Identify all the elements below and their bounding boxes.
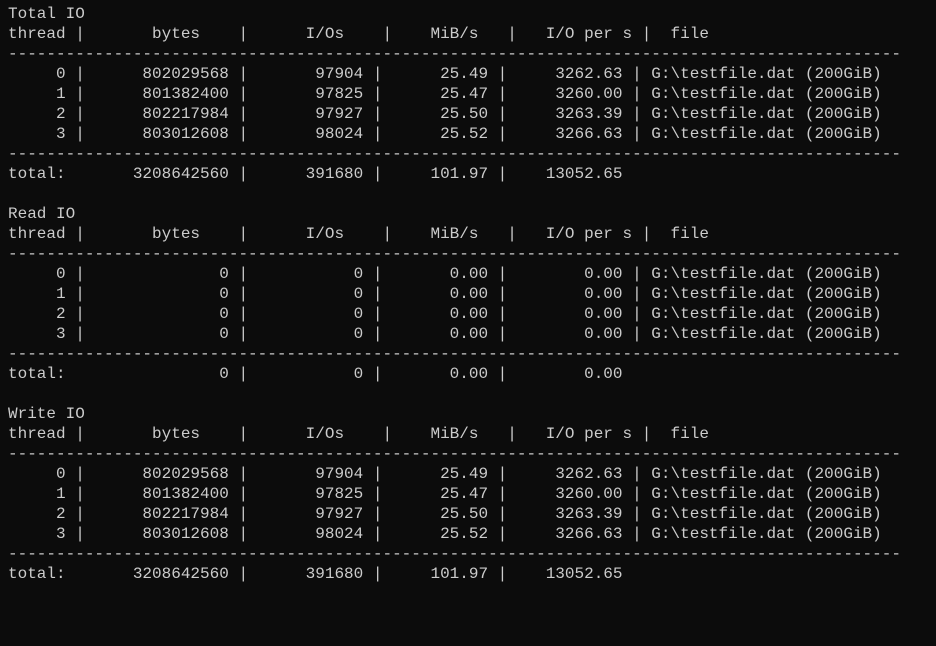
terminal-output: Total IO thread | bytes | I/Os | MiB/s |… — [0, 0, 936, 588]
